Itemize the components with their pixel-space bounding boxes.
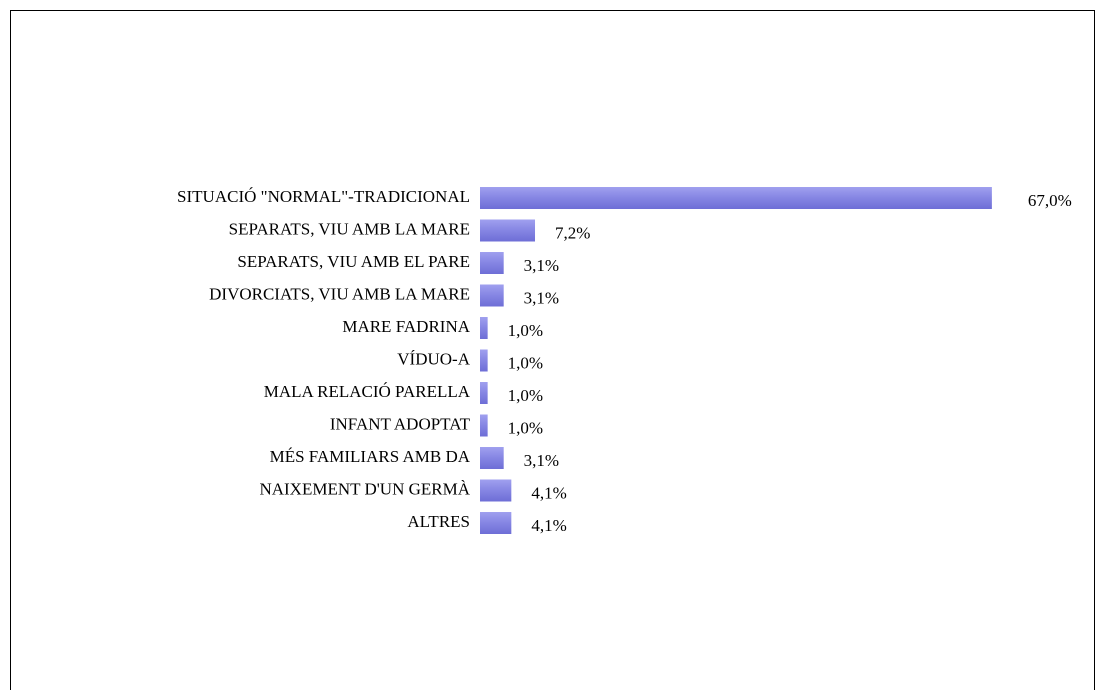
category-label: SEPARATS, VIU AMB EL PARE [237,252,470,271]
value-label: 3,1% [524,451,559,470]
bar [480,349,488,372]
bar [480,317,488,339]
value-label: 1,0% [508,386,543,405]
category-label: MALA RELACIÓ PARELLA [264,382,471,401]
value-label: 7,2% [555,223,590,242]
category-label: SITUACIÓ "NORMAL"-TRADICIONAL [177,187,470,206]
value-label: 3,1% [524,256,559,275]
value-label: 4,1% [531,516,566,535]
value-label: 1,0% [508,353,543,372]
category-label: VÍDUO-A [397,349,470,368]
category-label: INFANT ADOPTAT [330,414,471,433]
category-label: SEPARATS, VIU AMB LA MARE [229,219,470,238]
value-label: 1,0% [508,418,543,437]
bar [480,512,512,534]
value-label: 3,1% [524,288,559,307]
category-label: NAIXEMENT D'UN GERMÀ [259,479,470,498]
bar [480,479,512,502]
value-label: 4,1% [531,483,566,502]
category-label: DIVORCIATS, VIU AMB LA MARE [209,284,470,303]
bar [480,284,504,307]
chart-frame [10,10,1095,690]
category-label: MÉS FAMILIARS AMB DA [270,447,471,466]
category-label: ALTRES [407,512,470,531]
bar [480,414,488,437]
value-label: 67,0% [1028,191,1072,210]
bar [480,252,504,274]
bar [480,382,488,404]
category-label: MARE FADRINA [342,317,470,336]
bar [480,187,992,209]
bar [480,219,536,242]
bar [480,447,504,469]
value-label: 1,0% [508,321,543,340]
